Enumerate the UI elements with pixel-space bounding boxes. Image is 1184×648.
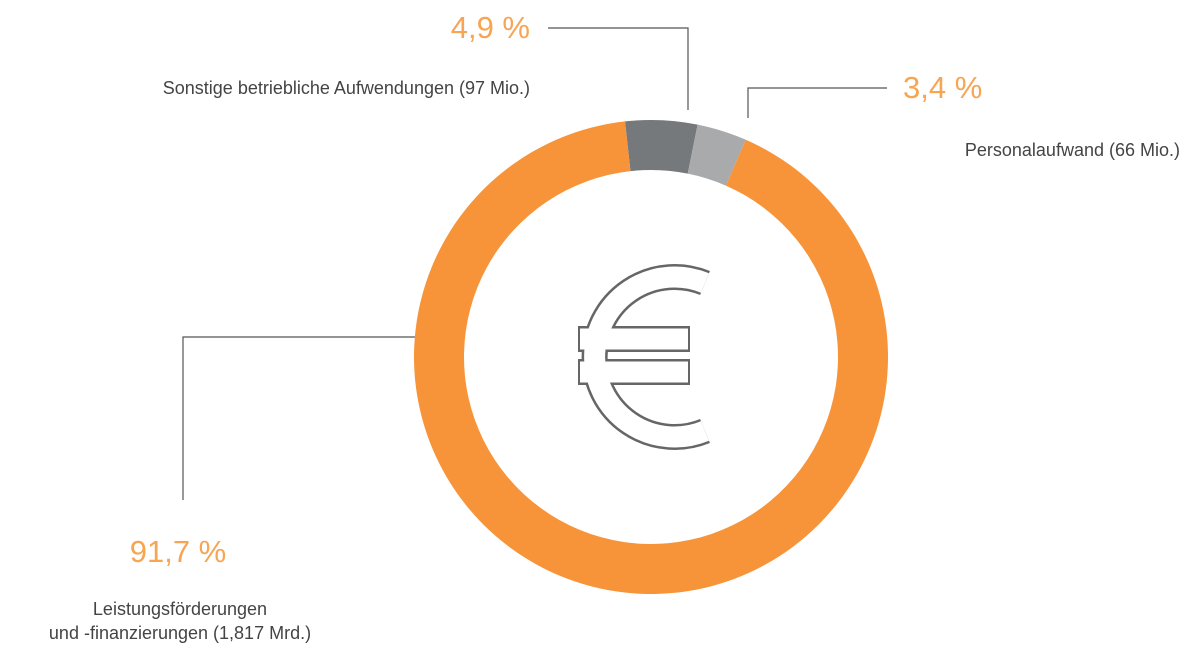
category-label: Leistungsförderungen und -finanzierungen…: [48, 599, 312, 643]
leader-line: [747, 87, 887, 118]
category-label: Personalaufwand (66 Mio.): [964, 140, 1180, 160]
leader-line: [548, 27, 689, 110]
category-label: Sonstige betriebliche Aufwendungen (97 M…: [162, 78, 530, 98]
value-label: 3,4 %: [903, 70, 983, 105]
donut-slice: [414, 121, 889, 595]
value-label: 4,9 %: [450, 10, 530, 45]
euro-icon: [578, 264, 710, 450]
value-label: 91,7 %: [129, 534, 227, 569]
donut-slice: [624, 119, 698, 174]
donut-slice: [687, 124, 746, 186]
leader-lines: [182, 27, 887, 500]
leader-line: [182, 336, 418, 500]
